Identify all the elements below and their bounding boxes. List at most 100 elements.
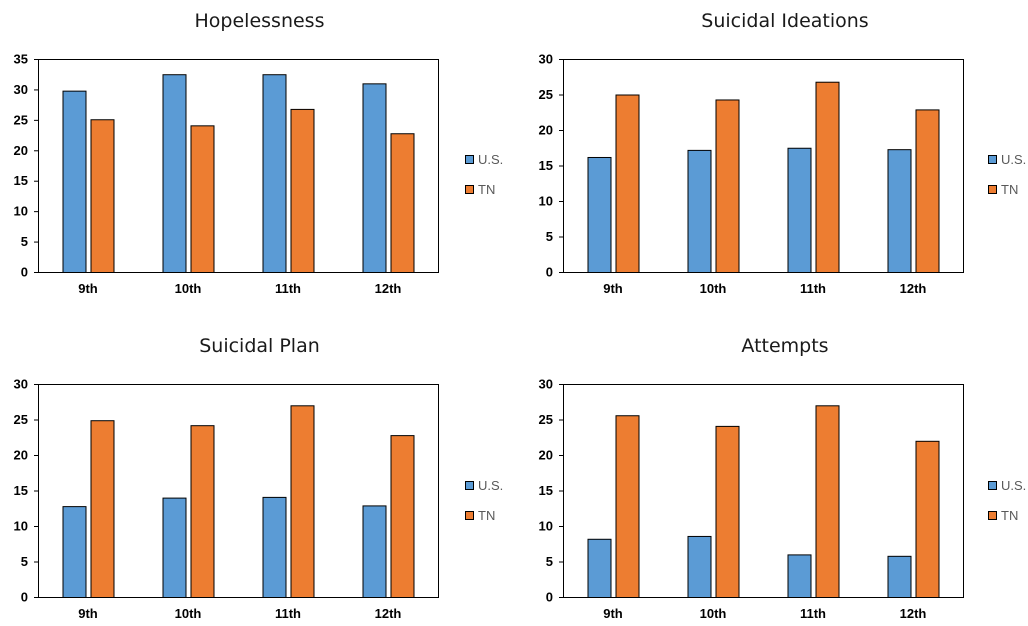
legend-item-us: U.S.	[988, 150, 1026, 168]
x-tick-label: 12th	[375, 281, 402, 296]
legend-label-us: U.S.	[478, 478, 503, 493]
bar-tn-10th	[716, 426, 739, 597]
y-tick-label: 10	[539, 519, 553, 534]
legend-item-tn: TN	[465, 180, 503, 198]
chart-title: Attempts	[570, 335, 1000, 357]
x-tick-label: 10th	[175, 606, 202, 621]
bar-us-11th	[788, 148, 811, 272]
legend-item-tn: TN	[465, 506, 503, 524]
x-tick-label: 12th	[375, 606, 402, 621]
y-tick-label: 0	[21, 590, 28, 605]
legend-label-us: U.S.	[478, 152, 503, 167]
y-tick-label: 15	[539, 483, 553, 498]
y-tick-label: 30	[539, 52, 553, 67]
bar-us-10th	[688, 150, 711, 272]
legend-swatch-us	[988, 155, 997, 164]
legend-label-tn: TN	[478, 508, 495, 523]
y-tick-label: 20	[14, 448, 28, 463]
y-tick-label: 0	[21, 265, 28, 280]
y-tick-label: 25	[539, 412, 553, 427]
x-tick-label: 11th	[275, 606, 301, 621]
bar-tn-12th	[391, 134, 414, 273]
x-tick-label: 10th	[700, 281, 727, 296]
bar-chart-suicidal-ideations: 0 5 10 15 20 25 30 9th 10th 11th 12th	[525, 46, 975, 296]
y-tick-label: 25	[14, 112, 28, 127]
bar-us-10th	[688, 536, 711, 597]
chart-title: Suicidal Ideations	[570, 10, 1000, 32]
legend-item-us: U.S.	[988, 476, 1026, 494]
legend-item-tn: TN	[988, 506, 1026, 524]
legend-swatch-us	[988, 481, 997, 490]
bar-tn-12th	[916, 110, 939, 273]
bar-us-12th	[888, 556, 911, 597]
bar-tn-11th	[816, 82, 839, 272]
x-tick-label: 9th	[603, 606, 623, 621]
legend: U.S. TN	[465, 476, 503, 536]
y-tick-label: 25	[539, 87, 553, 102]
bar-tn-12th	[916, 441, 939, 597]
bar-chart-suicidal-plan: 0 5 10 15 20 25 30 9th 10th 11th 12th	[0, 371, 450, 621]
y-tick-label: 5	[546, 554, 553, 569]
y-tick-label: 5	[21, 234, 28, 249]
legend-swatch-tn	[988, 185, 997, 194]
legend-swatch-tn	[465, 511, 474, 520]
y-tick-label: 15	[14, 173, 28, 188]
bar-tn-12th	[391, 436, 414, 598]
x-tick-label: 9th	[603, 281, 623, 296]
bar-us-9th	[63, 507, 86, 598]
bar-us-10th	[163, 75, 186, 273]
y-tick-label: 30	[14, 377, 28, 392]
y-tick-label: 0	[546, 265, 553, 280]
bar-tn-10th	[191, 126, 214, 273]
legend-label-tn: TN	[478, 182, 495, 197]
y-tick-label: 10	[14, 204, 28, 219]
x-tick-label: 10th	[175, 281, 202, 296]
chart-title: Hopelessness	[42, 10, 477, 32]
legend-label-us: U.S.	[1001, 478, 1026, 493]
x-tick-label: 10th	[700, 606, 727, 621]
legend-swatch-us	[465, 481, 474, 490]
y-tick-label: 5	[546, 229, 553, 244]
y-tick-label: 25	[14, 412, 28, 427]
x-tick-label: 12th	[900, 281, 927, 296]
x-tick-label: 9th	[78, 606, 98, 621]
bar-tn-9th	[91, 421, 114, 598]
y-tick-label: 30	[539, 377, 553, 392]
y-tick-label: 15	[14, 483, 28, 498]
legend-item-us: U.S.	[465, 476, 503, 494]
y-tick-label: 10	[539, 194, 553, 209]
bar-tn-9th	[91, 120, 114, 273]
y-tick-label: 20	[539, 123, 553, 138]
y-tick-label: 5	[21, 554, 28, 569]
legend: U.S. TN	[988, 150, 1026, 210]
y-tick-label: 35	[14, 52, 28, 67]
bar-chart-hopelessness: 0 5 10 15 20 25 30 35 9th 10th 11th 12th	[0, 46, 450, 296]
legend-item-us: U.S.	[465, 150, 503, 168]
legend: U.S. TN	[988, 476, 1026, 536]
chart-title: Suicidal Plan	[42, 335, 477, 357]
legend: U.S. TN	[465, 150, 503, 210]
bar-us-11th	[263, 497, 286, 597]
y-tick-label: 20	[539, 448, 553, 463]
bar-us-10th	[163, 498, 186, 597]
bar-us-11th	[788, 555, 811, 598]
bar-tn-11th	[816, 406, 839, 598]
x-tick-label: 11th	[800, 281, 826, 296]
legend-swatch-tn	[988, 511, 997, 520]
bar-us-12th	[888, 150, 911, 273]
bar-us-9th	[588, 539, 611, 597]
bar-chart-attempts: 0 5 10 15 20 25 30 9th 10th 11th 12th	[525, 371, 975, 621]
x-tick-label: 11th	[275, 281, 301, 296]
x-tick-label: 12th	[900, 606, 927, 621]
bar-us-9th	[63, 91, 86, 272]
bar-tn-10th	[191, 426, 214, 598]
bar-us-12th	[363, 506, 386, 598]
bar-tn-10th	[716, 100, 739, 273]
legend-label-tn: TN	[1001, 182, 1018, 197]
y-tick-label: 0	[546, 590, 553, 605]
bar-us-12th	[363, 84, 386, 273]
bar-tn-9th	[616, 416, 639, 598]
bar-tn-11th	[291, 406, 314, 598]
legend-swatch-us	[465, 155, 474, 164]
x-tick-label: 9th	[78, 281, 98, 296]
